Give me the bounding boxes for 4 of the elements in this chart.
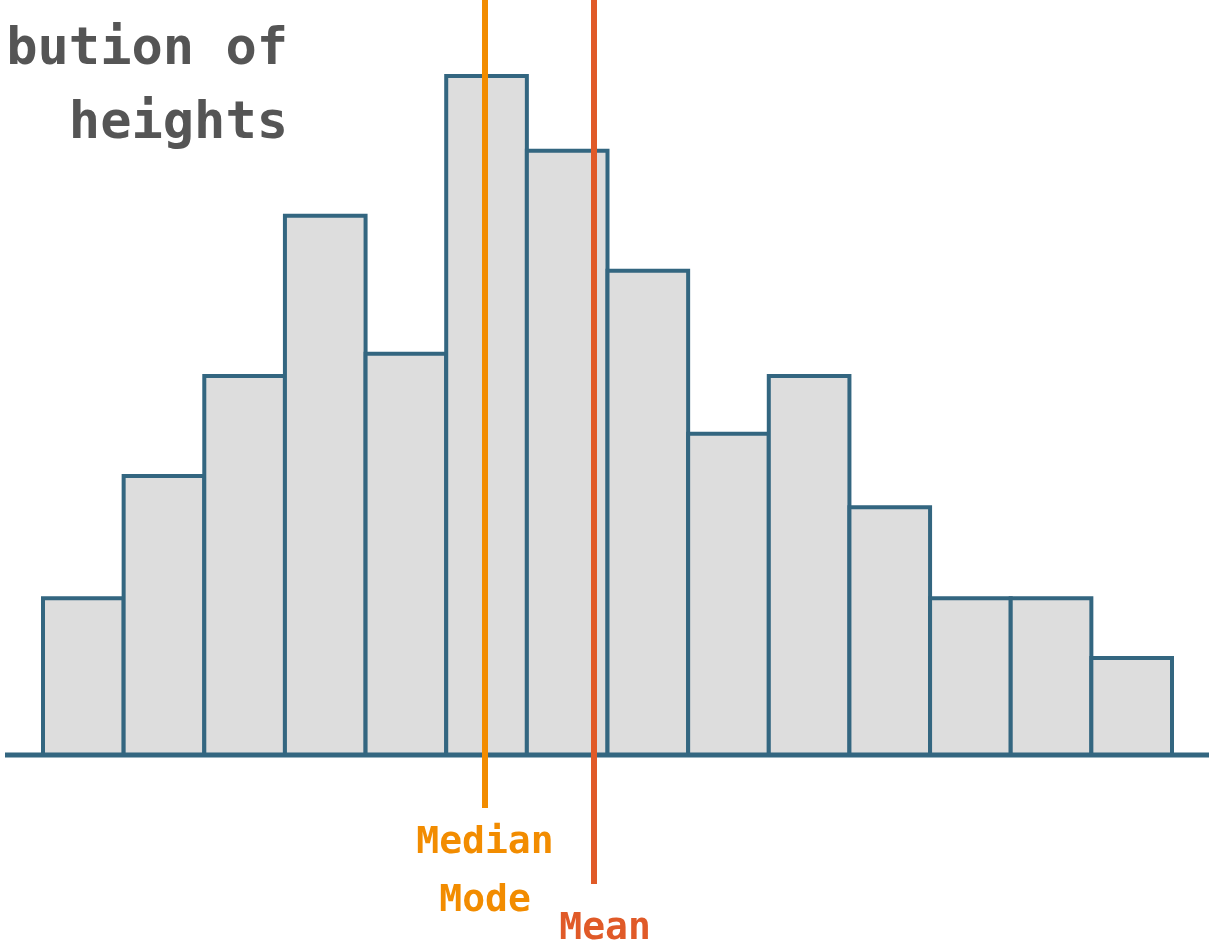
text: Median	[416, 818, 554, 862]
text: Mean	[559, 904, 651, 948]
text: Mode	[439, 876, 531, 920]
chart-title: bution of heights	[6, 16, 288, 150]
